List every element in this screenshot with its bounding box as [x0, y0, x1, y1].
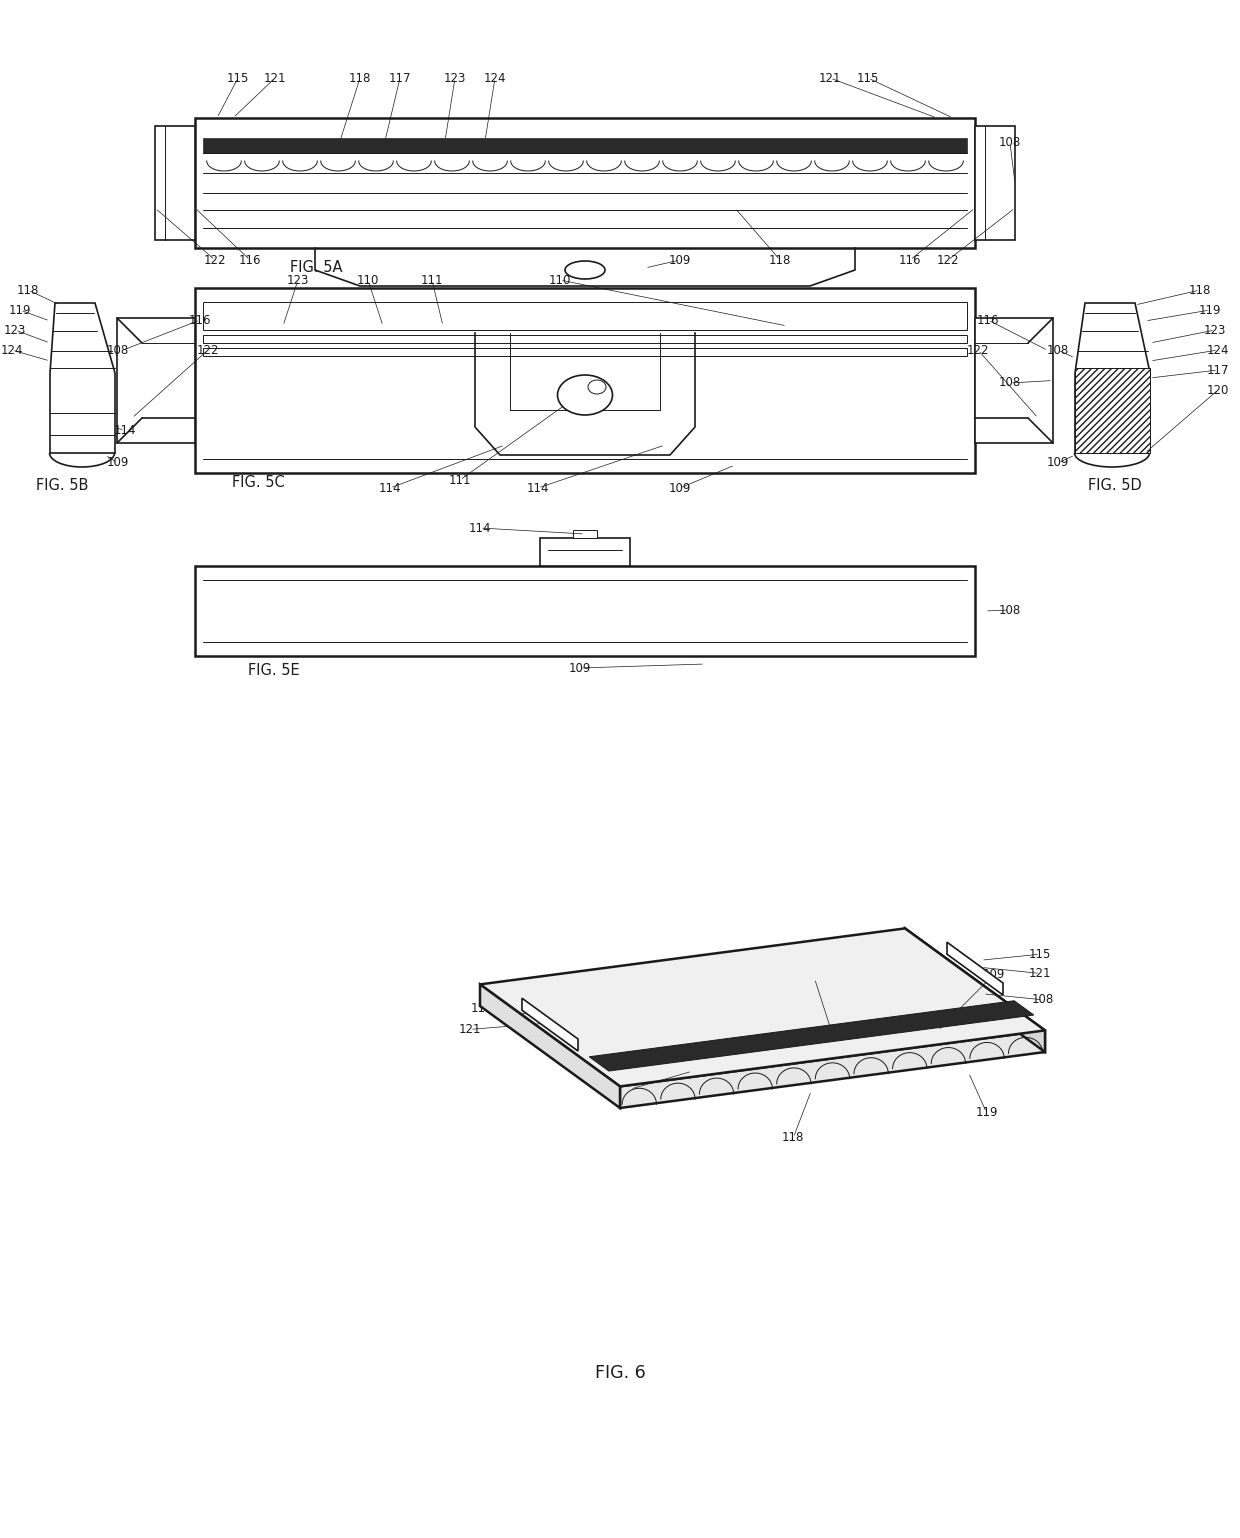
- Text: FIG. 5B: FIG. 5B: [36, 478, 88, 494]
- Text: FIG. 5D: FIG. 5D: [1089, 478, 1142, 494]
- Polygon shape: [480, 929, 1045, 1086]
- Text: 124: 124: [1207, 343, 1229, 357]
- Text: 108: 108: [999, 377, 1021, 389]
- Text: 108: 108: [1032, 994, 1054, 1006]
- Bar: [195, 288, 975, 474]
- Text: 121: 121: [459, 1023, 481, 1037]
- Bar: [117, 318, 195, 443]
- Text: 111: 111: [420, 274, 443, 286]
- Text: 116: 116: [188, 314, 211, 326]
- Text: 118: 118: [348, 71, 371, 85]
- Text: 118: 118: [1189, 283, 1211, 297]
- Text: 118: 118: [782, 1132, 805, 1144]
- Text: 109: 109: [983, 967, 1006, 981]
- Text: 114: 114: [469, 521, 491, 535]
- Polygon shape: [905, 929, 1045, 1052]
- Text: 117: 117: [389, 71, 412, 85]
- Text: 114: 114: [527, 481, 549, 495]
- Text: 114: 114: [114, 423, 136, 437]
- Text: 118: 118: [17, 283, 40, 297]
- Bar: [203, 335, 967, 343]
- Text: 122: 122: [967, 343, 990, 357]
- Text: 114: 114: [378, 481, 402, 495]
- Ellipse shape: [558, 375, 613, 415]
- Text: 115: 115: [1029, 947, 1052, 961]
- Text: 116: 116: [239, 254, 262, 266]
- Polygon shape: [522, 998, 578, 1050]
- Text: 121: 121: [1029, 967, 1052, 980]
- Polygon shape: [1075, 303, 1149, 454]
- Bar: [975, 318, 1053, 443]
- Text: 108: 108: [999, 137, 1021, 149]
- Text: 115: 115: [471, 1001, 494, 1015]
- Text: 123: 123: [4, 323, 26, 337]
- Text: 108: 108: [107, 343, 129, 357]
- Text: 122: 122: [197, 343, 219, 357]
- Bar: [573, 531, 596, 538]
- Text: 115: 115: [857, 71, 879, 85]
- Text: 115: 115: [227, 71, 249, 85]
- Polygon shape: [589, 1001, 1034, 1070]
- Polygon shape: [50, 303, 115, 454]
- Ellipse shape: [565, 261, 605, 278]
- Text: FIG. 5A: FIG. 5A: [290, 260, 342, 275]
- Text: 110: 110: [549, 274, 572, 286]
- Text: 109: 109: [1047, 457, 1069, 469]
- Text: 124: 124: [484, 71, 506, 85]
- Text: 109: 109: [107, 457, 129, 469]
- Text: 119: 119: [975, 1106, 998, 1120]
- Text: 123: 123: [286, 274, 309, 286]
- Text: 116: 116: [977, 314, 999, 326]
- Text: FIG. 5C: FIG. 5C: [232, 475, 285, 491]
- Polygon shape: [620, 1030, 1045, 1107]
- Polygon shape: [1075, 368, 1149, 454]
- Text: 119: 119: [9, 303, 31, 317]
- Text: 119: 119: [1199, 303, 1221, 317]
- Bar: [195, 566, 975, 657]
- Ellipse shape: [588, 380, 606, 394]
- Text: 120: 120: [1207, 383, 1229, 397]
- Bar: [155, 126, 195, 240]
- Bar: [203, 348, 967, 355]
- Text: 109: 109: [668, 481, 691, 495]
- Text: 118: 118: [769, 254, 791, 266]
- Text: FIG. 6: FIG. 6: [595, 1364, 645, 1383]
- Text: 109: 109: [668, 254, 691, 266]
- Text: 123: 123: [1204, 323, 1226, 337]
- Bar: [195, 118, 975, 248]
- Bar: [975, 126, 1016, 240]
- Text: 122: 122: [936, 254, 960, 266]
- Text: 121: 121: [818, 71, 841, 85]
- Text: 123: 123: [444, 71, 466, 85]
- Text: 117: 117: [1207, 363, 1229, 377]
- Bar: [539, 538, 630, 566]
- Bar: [203, 138, 967, 152]
- Text: 108: 108: [1047, 343, 1069, 357]
- Text: 121: 121: [264, 71, 286, 85]
- Text: 110: 110: [357, 274, 379, 286]
- Text: 124: 124: [619, 1083, 641, 1095]
- Polygon shape: [947, 943, 1003, 995]
- Text: 111: 111: [449, 474, 471, 486]
- Bar: [203, 301, 967, 331]
- Text: 116: 116: [899, 254, 921, 266]
- Text: FIG. 5E: FIG. 5E: [248, 663, 300, 678]
- Text: 109: 109: [569, 661, 591, 675]
- Polygon shape: [480, 984, 620, 1107]
- Text: 108: 108: [999, 603, 1021, 617]
- Text: 123: 123: [622, 1050, 645, 1063]
- Text: 124: 124: [1, 343, 24, 357]
- Text: 113: 113: [804, 972, 826, 984]
- Text: 122: 122: [203, 254, 226, 266]
